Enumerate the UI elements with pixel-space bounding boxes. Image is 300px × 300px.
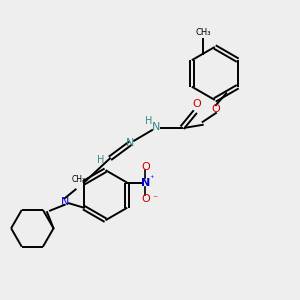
Text: H: H [97, 155, 105, 165]
Text: N: N [126, 138, 135, 148]
Text: H: H [145, 116, 152, 126]
Text: N: N [61, 197, 69, 207]
Text: N: N [152, 122, 160, 132]
Text: ⁻: ⁻ [152, 194, 157, 204]
Text: CH₃: CH₃ [196, 28, 211, 37]
Text: O: O [141, 162, 150, 172]
Text: O: O [192, 99, 201, 109]
Text: ⁺: ⁺ [150, 174, 154, 183]
Text: CH₃: CH₃ [71, 175, 85, 184]
Text: O: O [212, 103, 220, 114]
Text: N: N [141, 178, 150, 188]
Text: O: O [141, 194, 150, 204]
